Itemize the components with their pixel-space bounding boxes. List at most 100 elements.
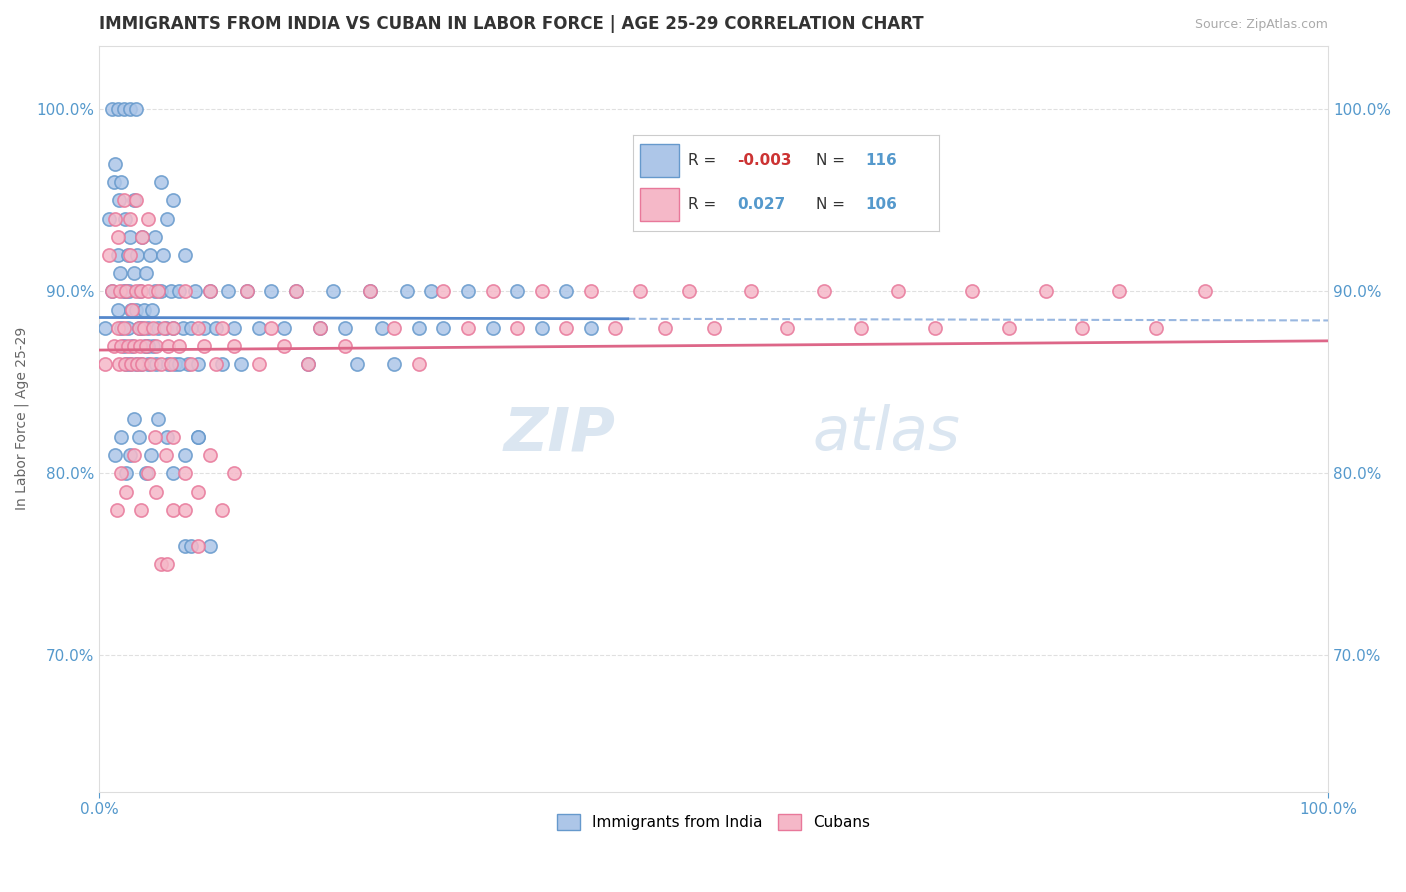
- Point: [128, 339, 150, 353]
- Point: [177, 357, 200, 371]
- Point: [198, 448, 221, 462]
- Point: [229, 357, 252, 371]
- Point: [135, 467, 157, 481]
- Point: [187, 430, 209, 444]
- Point: [740, 285, 762, 299]
- Point: [174, 539, 197, 553]
- Point: [128, 285, 150, 299]
- Text: IMMIGRANTS FROM INDIA VS CUBAN IN LABOR FORCE | AGE 25-29 CORRELATION CHART: IMMIGRANTS FROM INDIA VS CUBAN IN LABOR …: [100, 15, 924, 33]
- Point: [125, 103, 148, 117]
- Point: [1144, 320, 1167, 334]
- Point: [284, 285, 307, 299]
- Point: [273, 339, 295, 353]
- Point: [198, 285, 221, 299]
- Point: [1035, 285, 1057, 299]
- Point: [217, 285, 239, 299]
- Point: [162, 503, 184, 517]
- Point: [138, 248, 160, 262]
- Point: [128, 430, 150, 444]
- Point: [180, 320, 202, 334]
- Point: [131, 320, 153, 334]
- Point: [628, 285, 651, 299]
- Point: [382, 320, 405, 334]
- Point: [118, 211, 141, 226]
- Text: Source: ZipAtlas.com: Source: ZipAtlas.com: [1195, 18, 1329, 30]
- Point: [530, 285, 553, 299]
- Point: [141, 302, 163, 317]
- Point: [135, 339, 157, 353]
- Text: 106: 106: [865, 197, 897, 212]
- Point: [115, 285, 138, 299]
- Text: N =: N =: [817, 153, 845, 168]
- Point: [359, 285, 381, 299]
- Point: [104, 448, 127, 462]
- Point: [273, 320, 295, 334]
- Point: [155, 320, 177, 334]
- Point: [457, 320, 479, 334]
- Point: [162, 194, 184, 208]
- Point: [187, 320, 209, 334]
- Point: [346, 357, 368, 371]
- Point: [211, 320, 233, 334]
- Point: [122, 339, 145, 353]
- Point: [110, 467, 132, 481]
- Point: [297, 357, 319, 371]
- Point: [408, 357, 430, 371]
- Point: [205, 357, 228, 371]
- Point: [118, 103, 141, 117]
- Point: [107, 229, 129, 244]
- Point: [174, 248, 197, 262]
- Y-axis label: In Labor Force | Age 25-29: In Labor Force | Age 25-29: [15, 327, 30, 510]
- Point: [117, 339, 139, 353]
- Point: [193, 320, 215, 334]
- Point: [395, 285, 418, 299]
- Point: [112, 339, 135, 353]
- Point: [131, 357, 153, 371]
- Point: [120, 302, 142, 317]
- Point: [104, 157, 127, 171]
- Point: [159, 357, 181, 371]
- Point: [122, 412, 145, 426]
- Point: [579, 285, 602, 299]
- Point: [129, 357, 152, 371]
- Text: ZIP: ZIP: [503, 404, 616, 463]
- Point: [960, 285, 983, 299]
- Point: [851, 320, 873, 334]
- Point: [107, 103, 129, 117]
- Point: [98, 248, 121, 262]
- Point: [128, 320, 150, 334]
- Point: [122, 448, 145, 462]
- Point: [165, 357, 187, 371]
- Point: [142, 320, 165, 334]
- Point: [118, 448, 141, 462]
- Point: [371, 320, 394, 334]
- Point: [115, 357, 138, 371]
- Point: [122, 266, 145, 280]
- Point: [236, 285, 259, 299]
- Point: [108, 285, 131, 299]
- Point: [180, 539, 202, 553]
- Point: [131, 229, 153, 244]
- Point: [153, 320, 176, 334]
- Point: [103, 175, 125, 189]
- Point: [142, 339, 165, 353]
- Point: [605, 320, 627, 334]
- Point: [112, 194, 135, 208]
- Point: [162, 320, 184, 334]
- Point: [654, 320, 676, 334]
- Text: 116: 116: [865, 153, 897, 168]
- Point: [167, 339, 190, 353]
- Point: [167, 285, 190, 299]
- Bar: [640, 188, 679, 221]
- Point: [125, 285, 148, 299]
- Point: [432, 320, 454, 334]
- Point: [132, 302, 155, 317]
- Point: [145, 357, 167, 371]
- Point: [115, 484, 138, 499]
- Point: [506, 285, 529, 299]
- Point: [94, 357, 117, 371]
- Point: [457, 285, 479, 299]
- Point: [149, 558, 172, 572]
- Point: [148, 320, 170, 334]
- Text: 0.027: 0.027: [737, 197, 786, 212]
